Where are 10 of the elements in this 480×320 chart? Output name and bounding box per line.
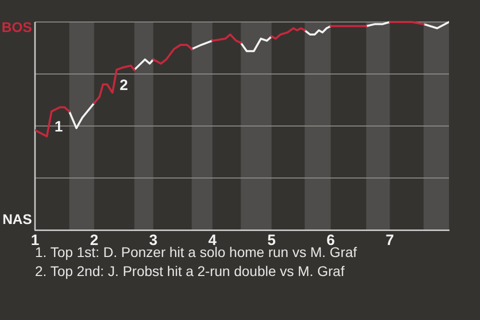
text: 2. Top 2nd: J. Probst hit a 2-run double vs M. Graf	[35, 262, 345, 279]
x-tick-label: 2	[90, 232, 98, 250]
x-tick-label: 7	[386, 232, 394, 250]
annotation: 2	[120, 76, 128, 94]
x-tick-label: 3	[149, 232, 158, 250]
x-tick-label: 5	[267, 232, 276, 250]
text: NAS	[2, 210, 32, 227]
text: BOS	[2, 18, 32, 35]
annotation: 1	[54, 118, 63, 136]
x-tick-label: 4	[208, 232, 218, 250]
